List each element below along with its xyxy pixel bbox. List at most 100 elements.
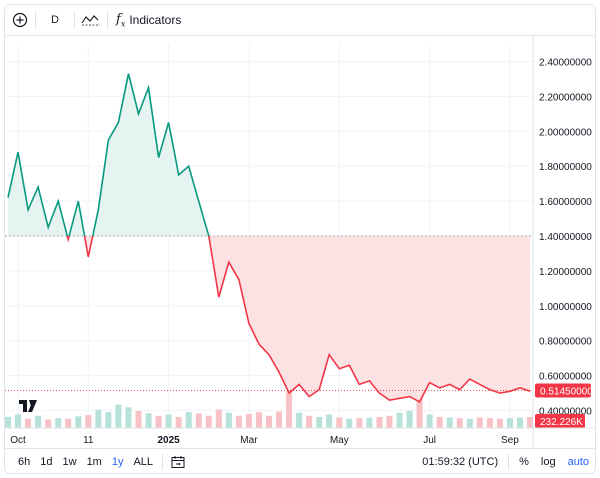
volume-bar xyxy=(175,416,182,428)
indicators-button[interactable]: fx Indicators xyxy=(108,5,189,35)
volume-bar xyxy=(215,409,222,428)
time-tick-label: Jul xyxy=(423,435,436,446)
auto-scale-toggle[interactable]: auto xyxy=(567,455,589,468)
last-price-badge xyxy=(535,383,591,398)
time-tick-label: 2025 xyxy=(157,435,180,446)
volume-bar xyxy=(346,418,353,428)
time-tick-label: Mar xyxy=(240,435,258,446)
range-button-1d[interactable]: 1d xyxy=(40,455,53,468)
volume-bar xyxy=(476,417,483,428)
date-range-button[interactable] xyxy=(167,449,189,473)
price-tick-label: 0.40000000 xyxy=(539,407,592,418)
volume-bar xyxy=(235,415,242,428)
compare-symbol-button[interactable] xyxy=(5,5,35,35)
log-scale-toggle[interactable]: log xyxy=(540,455,556,468)
chart-style-button[interactable] xyxy=(75,5,107,35)
price-tick-label: 1.60000000 xyxy=(539,197,592,208)
percent-scale-toggle[interactable]: % xyxy=(519,455,529,468)
indicators-label: Indicators xyxy=(129,13,182,27)
price-tick-label: 1.00000000 xyxy=(539,302,592,313)
time-tick-label: May xyxy=(330,435,349,446)
volume-bar xyxy=(35,415,42,428)
tradingview-logo xyxy=(19,400,37,412)
volume-bar xyxy=(155,415,162,428)
range-button-1m[interactable]: 1m xyxy=(86,455,102,468)
volume-bar xyxy=(25,418,32,428)
range-button-all[interactable]: ALL xyxy=(133,455,154,468)
range-button-1y[interactable]: 1y xyxy=(111,455,124,468)
volume-bar xyxy=(506,418,513,428)
price-tick-label: 2.00000000 xyxy=(539,127,592,138)
fx-icon: fx xyxy=(116,11,126,29)
price-tick-label: 0.60000000 xyxy=(539,372,592,383)
volume-bar xyxy=(516,417,523,428)
volume-bar xyxy=(446,417,453,428)
volume-bar xyxy=(125,407,132,428)
price-tick-label: 2.40000000 xyxy=(539,57,592,68)
toolbar-divider xyxy=(107,11,108,29)
volume-bar xyxy=(486,418,493,428)
volume-badge xyxy=(535,414,585,428)
time-tick-label: Sep xyxy=(501,435,519,446)
price-line-below xyxy=(66,236,531,403)
volume-bar xyxy=(185,412,192,428)
price-tick-label: 1.20000000 xyxy=(539,267,592,278)
price-tick-label: 1.40000000 xyxy=(539,232,592,243)
volume-bar xyxy=(115,404,122,428)
price-chart[interactable]: 2.40000000 2.20000000 2.00000000 1.80000000… xyxy=(5,36,595,448)
volume-label: 232.226K xyxy=(540,417,583,428)
volume-bar xyxy=(205,415,212,428)
chart-area[interactable]: 2.40000000 2.20000000 2.00000000 1.80000000… xyxy=(5,36,595,448)
volume-bar xyxy=(85,415,92,428)
range-button-1w[interactable]: 1w xyxy=(62,455,77,468)
interval-button[interactable]: D xyxy=(51,14,59,26)
volume-bar xyxy=(75,416,82,428)
volume-bar xyxy=(45,419,52,428)
volume-bar xyxy=(296,412,303,428)
toolbar-divider xyxy=(35,11,36,29)
volume-bar xyxy=(55,418,62,428)
area-fill-below-baseline xyxy=(8,236,530,402)
volume-bar xyxy=(255,412,262,428)
volume-bar xyxy=(245,413,252,428)
volume-bar xyxy=(416,390,423,428)
volume-bar xyxy=(266,415,272,428)
time-tick-label: Oct xyxy=(10,435,26,446)
price-tick-label: 2.20000000 xyxy=(539,92,592,103)
volume-bar xyxy=(65,418,72,428)
volume-bar xyxy=(336,417,343,428)
volume-bar xyxy=(225,412,232,428)
volume-bar xyxy=(366,417,373,428)
bottom-divider xyxy=(508,453,510,470)
volume-bar xyxy=(5,416,11,428)
time-tick-label: 11 xyxy=(83,435,94,446)
range-button-6h[interactable]: 6h xyxy=(18,455,31,468)
volume-bar xyxy=(356,418,363,428)
top-toolbar: D fx Indicators xyxy=(5,5,595,36)
bottom-divider xyxy=(162,453,164,470)
volume-bar xyxy=(135,410,142,428)
volume-bar xyxy=(95,409,102,428)
volume-bar xyxy=(376,416,383,428)
toolbar-divider xyxy=(74,11,75,29)
bottom-right-controls: 01:59:32 (UTC) % log auto xyxy=(416,453,595,470)
volume-bar xyxy=(145,413,152,428)
plus-circle-icon xyxy=(12,12,28,28)
bottom-toolbar: 6h 1d 1w 1m 1y ALL 01:59:32 (UTC) % log auto xyxy=(5,448,595,473)
price-tick-label: 0.80000000 xyxy=(539,337,592,348)
volume-bar xyxy=(286,391,293,428)
volume-bar xyxy=(406,410,413,428)
volume-bar xyxy=(466,418,473,428)
volume-bar xyxy=(306,415,313,428)
utc-clock[interactable]: 01:59:32 (UTC) xyxy=(422,455,499,468)
last-price-label: 0.51450000 xyxy=(540,387,593,398)
volume-bar xyxy=(436,416,443,428)
volume-bar xyxy=(276,411,283,428)
volume-bar xyxy=(15,414,22,428)
volume-bar xyxy=(386,415,393,428)
candles-icon xyxy=(81,15,100,26)
price-line-above xyxy=(7,73,210,236)
volume-bar xyxy=(456,418,463,428)
volume-bar xyxy=(105,412,112,428)
volume-bar xyxy=(527,416,533,428)
